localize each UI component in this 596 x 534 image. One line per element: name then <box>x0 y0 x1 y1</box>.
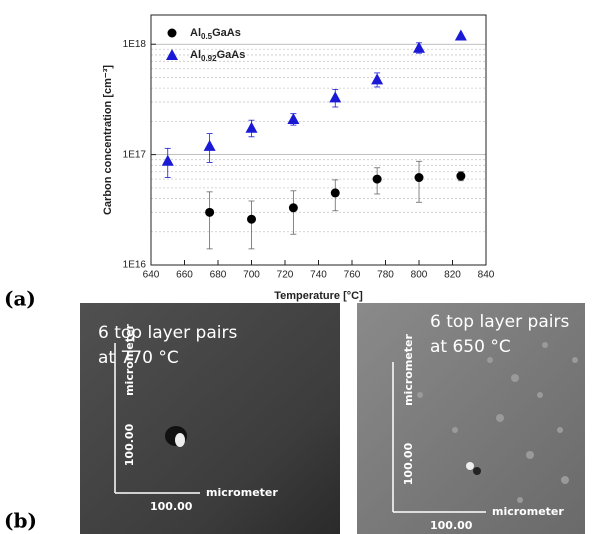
defect <box>175 433 185 447</box>
y-tick-label: 1E17 <box>123 149 147 160</box>
micrograph <box>357 303 585 534</box>
x-tick-label: 680 <box>210 270 227 281</box>
legend-label: Al0.5GaAs <box>190 27 241 41</box>
legend-text: GaAs <box>217 49 246 61</box>
y-scale-label: micrometer <box>123 324 136 396</box>
data-point <box>161 154 174 166</box>
legend-subscript: 0.5 <box>201 32 213 41</box>
x-tick-label: 660 <box>176 270 193 281</box>
x-tick-label: 740 <box>310 270 327 281</box>
data-point <box>329 91 342 103</box>
legend-text: Al <box>190 49 201 61</box>
data-point <box>203 139 216 151</box>
data-point <box>330 188 340 198</box>
x-scale-label: micrometer <box>206 486 278 499</box>
y-axis-label: Carbon concentration [cm⁻³] <box>102 65 114 215</box>
micrograph <box>80 303 340 534</box>
x-tick-label: 640 <box>143 270 160 281</box>
data-point <box>413 41 425 53</box>
y-tick-label: 1E18 <box>123 39 147 50</box>
y-scale-value: 100.00 <box>123 423 136 466</box>
legend-label: Al0.92GaAs <box>190 49 245 63</box>
legend-marker <box>167 28 177 38</box>
data-point <box>288 203 298 213</box>
data-point <box>245 121 258 133</box>
y-tick-label: 1E16 <box>123 260 147 271</box>
defect <box>473 467 481 475</box>
data-point <box>205 207 215 217</box>
legend-marker <box>166 49 178 60</box>
y-scale-value: 100.00 <box>402 442 415 485</box>
x-tick-label: 820 <box>444 270 461 281</box>
data-point <box>454 29 467 41</box>
panel-label: (a) <box>4 287 36 311</box>
x-scale-value: 100.00 <box>150 500 193 513</box>
plot-frame <box>150 14 487 266</box>
x-tick-label: 720 <box>277 270 294 281</box>
x-axis-label: Temperature [°C] <box>274 290 363 302</box>
data-point <box>287 113 300 125</box>
data-point <box>372 174 382 184</box>
x-tick-label: 800 <box>411 270 428 281</box>
defect <box>466 462 474 470</box>
x-tick-label: 700 <box>243 270 260 281</box>
x-tick-label: 780 <box>377 270 394 281</box>
image-caption: at 770 °C <box>98 348 179 368</box>
data-point <box>247 214 256 224</box>
image-caption: 6 top layer pairs <box>430 312 569 332</box>
legend-subscript: 0.92 <box>201 54 217 63</box>
legend-text: GaAs <box>212 27 241 39</box>
surface-dots <box>417 342 578 503</box>
legend-text: Al <box>190 27 201 39</box>
image-caption: 6 top layer pairs <box>98 323 237 343</box>
x-scale-value: 100.00 <box>430 519 473 532</box>
image-caption: at 650 °C <box>430 337 511 357</box>
data-point <box>371 73 384 85</box>
data-point <box>456 171 466 181</box>
x-tick-label: 760 <box>344 270 361 281</box>
y-scale-label: micrometer <box>402 334 415 406</box>
data-point <box>414 173 424 183</box>
x-tick-label: 840 <box>478 270 495 281</box>
x-scale-label: micrometer <box>492 505 564 518</box>
panel-label: (b) <box>4 509 37 533</box>
